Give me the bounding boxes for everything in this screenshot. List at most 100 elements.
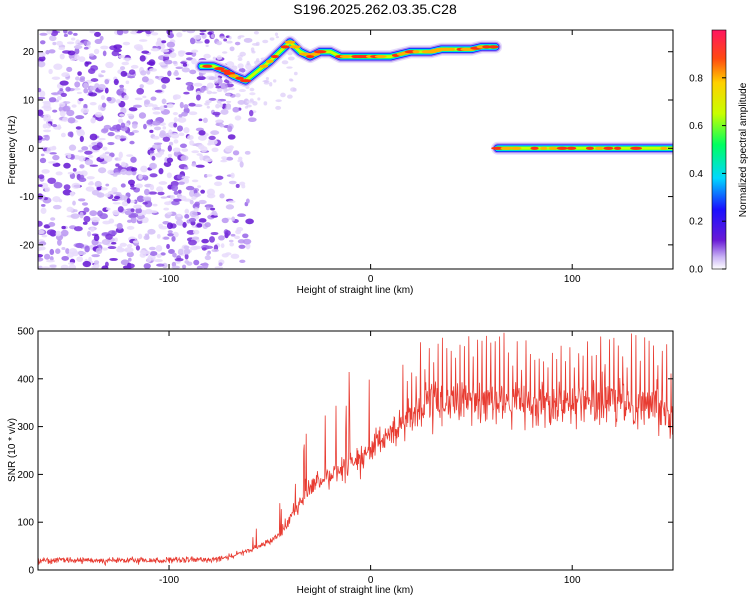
- ridge-0-hotspot: [305, 54, 315, 59]
- noise-blob: [73, 226, 83, 232]
- noise-blob: [152, 111, 161, 115]
- noise-blob: [69, 191, 75, 197]
- noise-blob: [199, 32, 205, 36]
- noise-blob: [83, 88, 89, 94]
- noise-blob: [124, 210, 132, 216]
- noise-blob: [221, 217, 229, 224]
- noise-blob: [62, 189, 72, 196]
- noise-blob: [175, 66, 183, 70]
- noise-blob: [105, 61, 114, 69]
- noise-blob: [225, 252, 232, 256]
- noise-blob: [48, 97, 57, 103]
- noise-blob: [79, 135, 84, 143]
- noise-blob: [106, 96, 112, 102]
- noise-blob: [139, 252, 147, 258]
- noise-blob: [181, 67, 190, 73]
- noise-blob: [232, 106, 240, 113]
- noise-blob: [159, 151, 165, 156]
- noise-blob: [204, 255, 212, 261]
- noise-blob: [100, 128, 109, 134]
- noise-blob: [179, 101, 184, 109]
- noise-blob: [143, 99, 151, 105]
- noise-blob: [229, 46, 235, 52]
- noise-blob: [50, 217, 56, 221]
- noise-blob: [39, 90, 46, 98]
- noise-blob: [219, 193, 225, 199]
- noise-blob: [100, 45, 109, 50]
- noise-blob: [40, 182, 49, 189]
- noise-blob: [97, 84, 106, 91]
- noise-blob: [50, 30, 59, 37]
- haze-blob: [269, 37, 275, 41]
- noise-blob: [52, 154, 60, 161]
- ridge-0-hotspot: [374, 54, 387, 59]
- noise-blob: [46, 118, 54, 122]
- noise-blob: [52, 109, 58, 113]
- noise-blob: [151, 155, 156, 161]
- noise-blob: [68, 264, 77, 269]
- noise-blob: [98, 167, 107, 174]
- haze-blob: [265, 76, 270, 81]
- spectrogram-frame: [37, 29, 674, 270]
- noise-blob: [140, 70, 147, 76]
- noise-blob: [120, 183, 126, 188]
- spectrogram-x-tick-label: -100: [159, 274, 179, 285]
- noise-blob: [237, 213, 246, 218]
- noise-blob: [41, 169, 50, 174]
- noise-blob: [141, 76, 149, 83]
- noise-blob: [227, 125, 233, 133]
- noise-blob: [93, 260, 100, 265]
- noise-blob: [220, 243, 225, 249]
- noise-blob: [232, 150, 240, 156]
- noise-blob: [73, 32, 78, 36]
- ridge-0-hotspot: [310, 52, 321, 56]
- noise-blob: [184, 253, 189, 260]
- noise-blob: [178, 114, 183, 118]
- noise-blob: [128, 132, 135, 136]
- ridge-1-hotspot: [530, 146, 539, 150]
- snr-axes: -100 0 100 0 100 200 300 400 500: [17, 327, 673, 586]
- noise-blob: [189, 37, 196, 45]
- noise-blob: [52, 196, 61, 203]
- noise-blob: [51, 145, 57, 150]
- ridge-0-hotspot: [214, 67, 225, 71]
- noise-blob: [126, 113, 134, 117]
- noise-blob: [77, 71, 82, 76]
- noise-blob: [122, 41, 131, 46]
- noise-blob: [115, 227, 124, 234]
- noise-blob: [197, 134, 207, 141]
- noise-blob: [49, 248, 55, 255]
- noise-blob: [142, 201, 148, 205]
- haze-blob: [204, 102, 210, 106]
- noise-blob: [168, 129, 173, 136]
- noise-blob: [198, 130, 206, 136]
- haze-blob: [287, 94, 293, 99]
- noise-blob: [52, 162, 61, 167]
- noise-blob: [38, 87, 42, 93]
- noise-blob: [144, 208, 153, 215]
- noise-blob: [184, 214, 190, 219]
- spectrogram-y-tick-label: 10: [23, 96, 35, 107]
- noise-blob: [170, 200, 180, 206]
- haze-blob: [215, 103, 220, 109]
- noise-blob: [149, 184, 155, 191]
- noise-blob: [160, 48, 170, 53]
- colorbar: 0.0 0.2 0.4 0.6 0.8 Normalized spectral ampl…: [689, 29, 749, 276]
- noise-blob: [200, 189, 205, 194]
- noise-blob: [83, 207, 90, 213]
- noise-blob: [143, 263, 151, 269]
- snr-y-tick-label: 400: [17, 374, 34, 385]
- noise-blob: [249, 109, 254, 117]
- noise-blob: [164, 59, 173, 65]
- noise-blob: [227, 200, 236, 204]
- noise-blob: [53, 63, 63, 70]
- noise-blob: [58, 46, 66, 51]
- noise-blob: [83, 82, 89, 89]
- noise-blob: [169, 52, 177, 58]
- noise-blob: [139, 39, 148, 42]
- noise-blob: [101, 102, 107, 108]
- haze-blob: [211, 91, 218, 94]
- noise-blob: [131, 123, 138, 129]
- noise-blob: [78, 97, 84, 102]
- ridge-1-hotspot: [603, 146, 614, 150]
